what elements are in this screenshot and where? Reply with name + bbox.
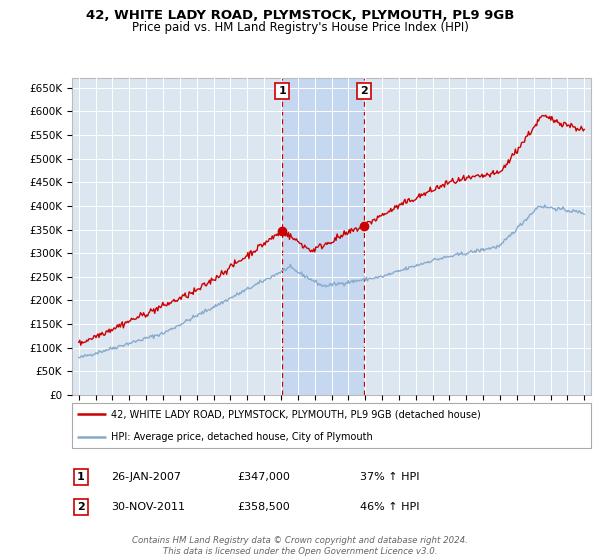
Text: £347,000: £347,000 — [237, 472, 290, 482]
Text: 30-NOV-2011: 30-NOV-2011 — [111, 502, 185, 512]
Text: 2: 2 — [77, 502, 85, 512]
Text: 46% ↑ HPI: 46% ↑ HPI — [360, 502, 419, 512]
Text: 42, WHITE LADY ROAD, PLYMSTOCK, PLYMOUTH, PL9 9GB (detached house): 42, WHITE LADY ROAD, PLYMSTOCK, PLYMOUTH… — [111, 409, 481, 419]
Text: HPI: Average price, detached house, City of Plymouth: HPI: Average price, detached house, City… — [111, 432, 373, 442]
Text: Price paid vs. HM Land Registry's House Price Index (HPI): Price paid vs. HM Land Registry's House … — [131, 21, 469, 35]
Text: 2: 2 — [360, 86, 368, 96]
Bar — [282, 78, 364, 395]
Text: £358,500: £358,500 — [237, 502, 290, 512]
Text: Contains HM Land Registry data © Crown copyright and database right 2024.
This d: Contains HM Land Registry data © Crown c… — [132, 536, 468, 556]
Text: 37% ↑ HPI: 37% ↑ HPI — [360, 472, 419, 482]
Text: 42, WHITE LADY ROAD, PLYMSTOCK, PLYMOUTH, PL9 9GB: 42, WHITE LADY ROAD, PLYMSTOCK, PLYMOUTH… — [86, 8, 514, 22]
Text: 1: 1 — [278, 86, 286, 96]
Text: 1: 1 — [77, 472, 85, 482]
Text: 26-JAN-2007: 26-JAN-2007 — [111, 472, 181, 482]
